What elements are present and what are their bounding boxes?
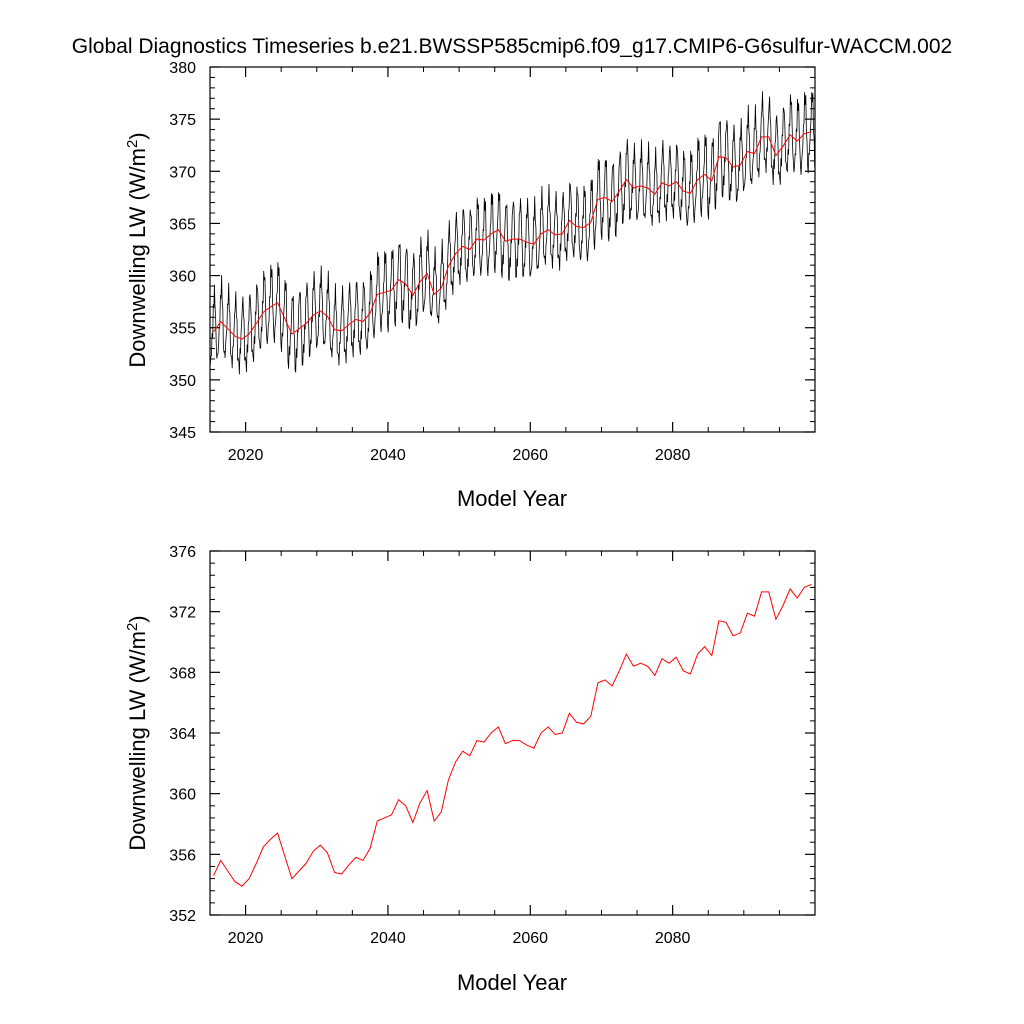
bottom-panel: 2020 2040 2060 2080 352 356 360 364 368 372 376 Mo… [124, 544, 816, 995]
y-tick-label: 364 [169, 726, 196, 743]
y-tick-label: 356 [169, 847, 196, 864]
top-data-lines [209, 91, 816, 375]
x-tick-label: 2060 [512, 447, 548, 464]
bottom-data-lines [213, 583, 812, 887]
bottom-plot-frame [209, 550, 816, 916]
monthly-series-line [209, 91, 816, 375]
y-tick-label: 375 [169, 112, 196, 129]
top-plot-frame [209, 66, 816, 433]
y-tick-label: 368 [169, 665, 196, 682]
x-tick-label: 2060 [512, 930, 548, 947]
x-tick-label: 2020 [228, 930, 264, 947]
y-tick-label: 345 [169, 425, 196, 442]
y-tick-label: 380 [169, 60, 196, 77]
y-tick-label: 370 [169, 164, 196, 181]
annual-mean-line [213, 583, 812, 887]
annual-mean-line [213, 131, 812, 340]
y-tick-label: 360 [169, 787, 196, 804]
bottom-y-axis-label: Downwelling LW (W/m2) [124, 615, 150, 850]
x-tick-label: 2020 [228, 447, 264, 464]
x-tick-label: 2040 [370, 447, 406, 464]
x-tick-label: 2080 [655, 930, 691, 947]
top-panel: 2020 2040 2060 2080 345 350 355 360 365 370 375 380… [124, 60, 816, 511]
top-ticks: 2020 2040 2060 2080 345 350 355 360 365 370 375 380 [169, 60, 816, 464]
y-tick-label: 350 [169, 373, 196, 390]
x-tick-label: 2040 [370, 930, 406, 947]
y-tick-label: 360 [169, 269, 196, 286]
bottom-ticks: 2020 2040 2060 2080 352 356 360 364 368 372 376 [169, 544, 816, 947]
x-tick-label: 2080 [655, 447, 691, 464]
y-tick-label: 355 [169, 321, 196, 338]
chart-title: Global Diagnostics Timeseries b.e21.BWSS… [72, 35, 952, 58]
y-tick-label: 372 [169, 605, 196, 622]
bottom-x-axis-label: Model Year [457, 970, 567, 995]
y-tick-label: 376 [169, 544, 196, 561]
y-tick-label: 352 [169, 908, 196, 925]
top-x-axis-label: Model Year [457, 486, 567, 511]
y-tick-label: 365 [169, 216, 196, 233]
top-y-axis-label: Downwelling LW (W/m2) [124, 132, 150, 367]
